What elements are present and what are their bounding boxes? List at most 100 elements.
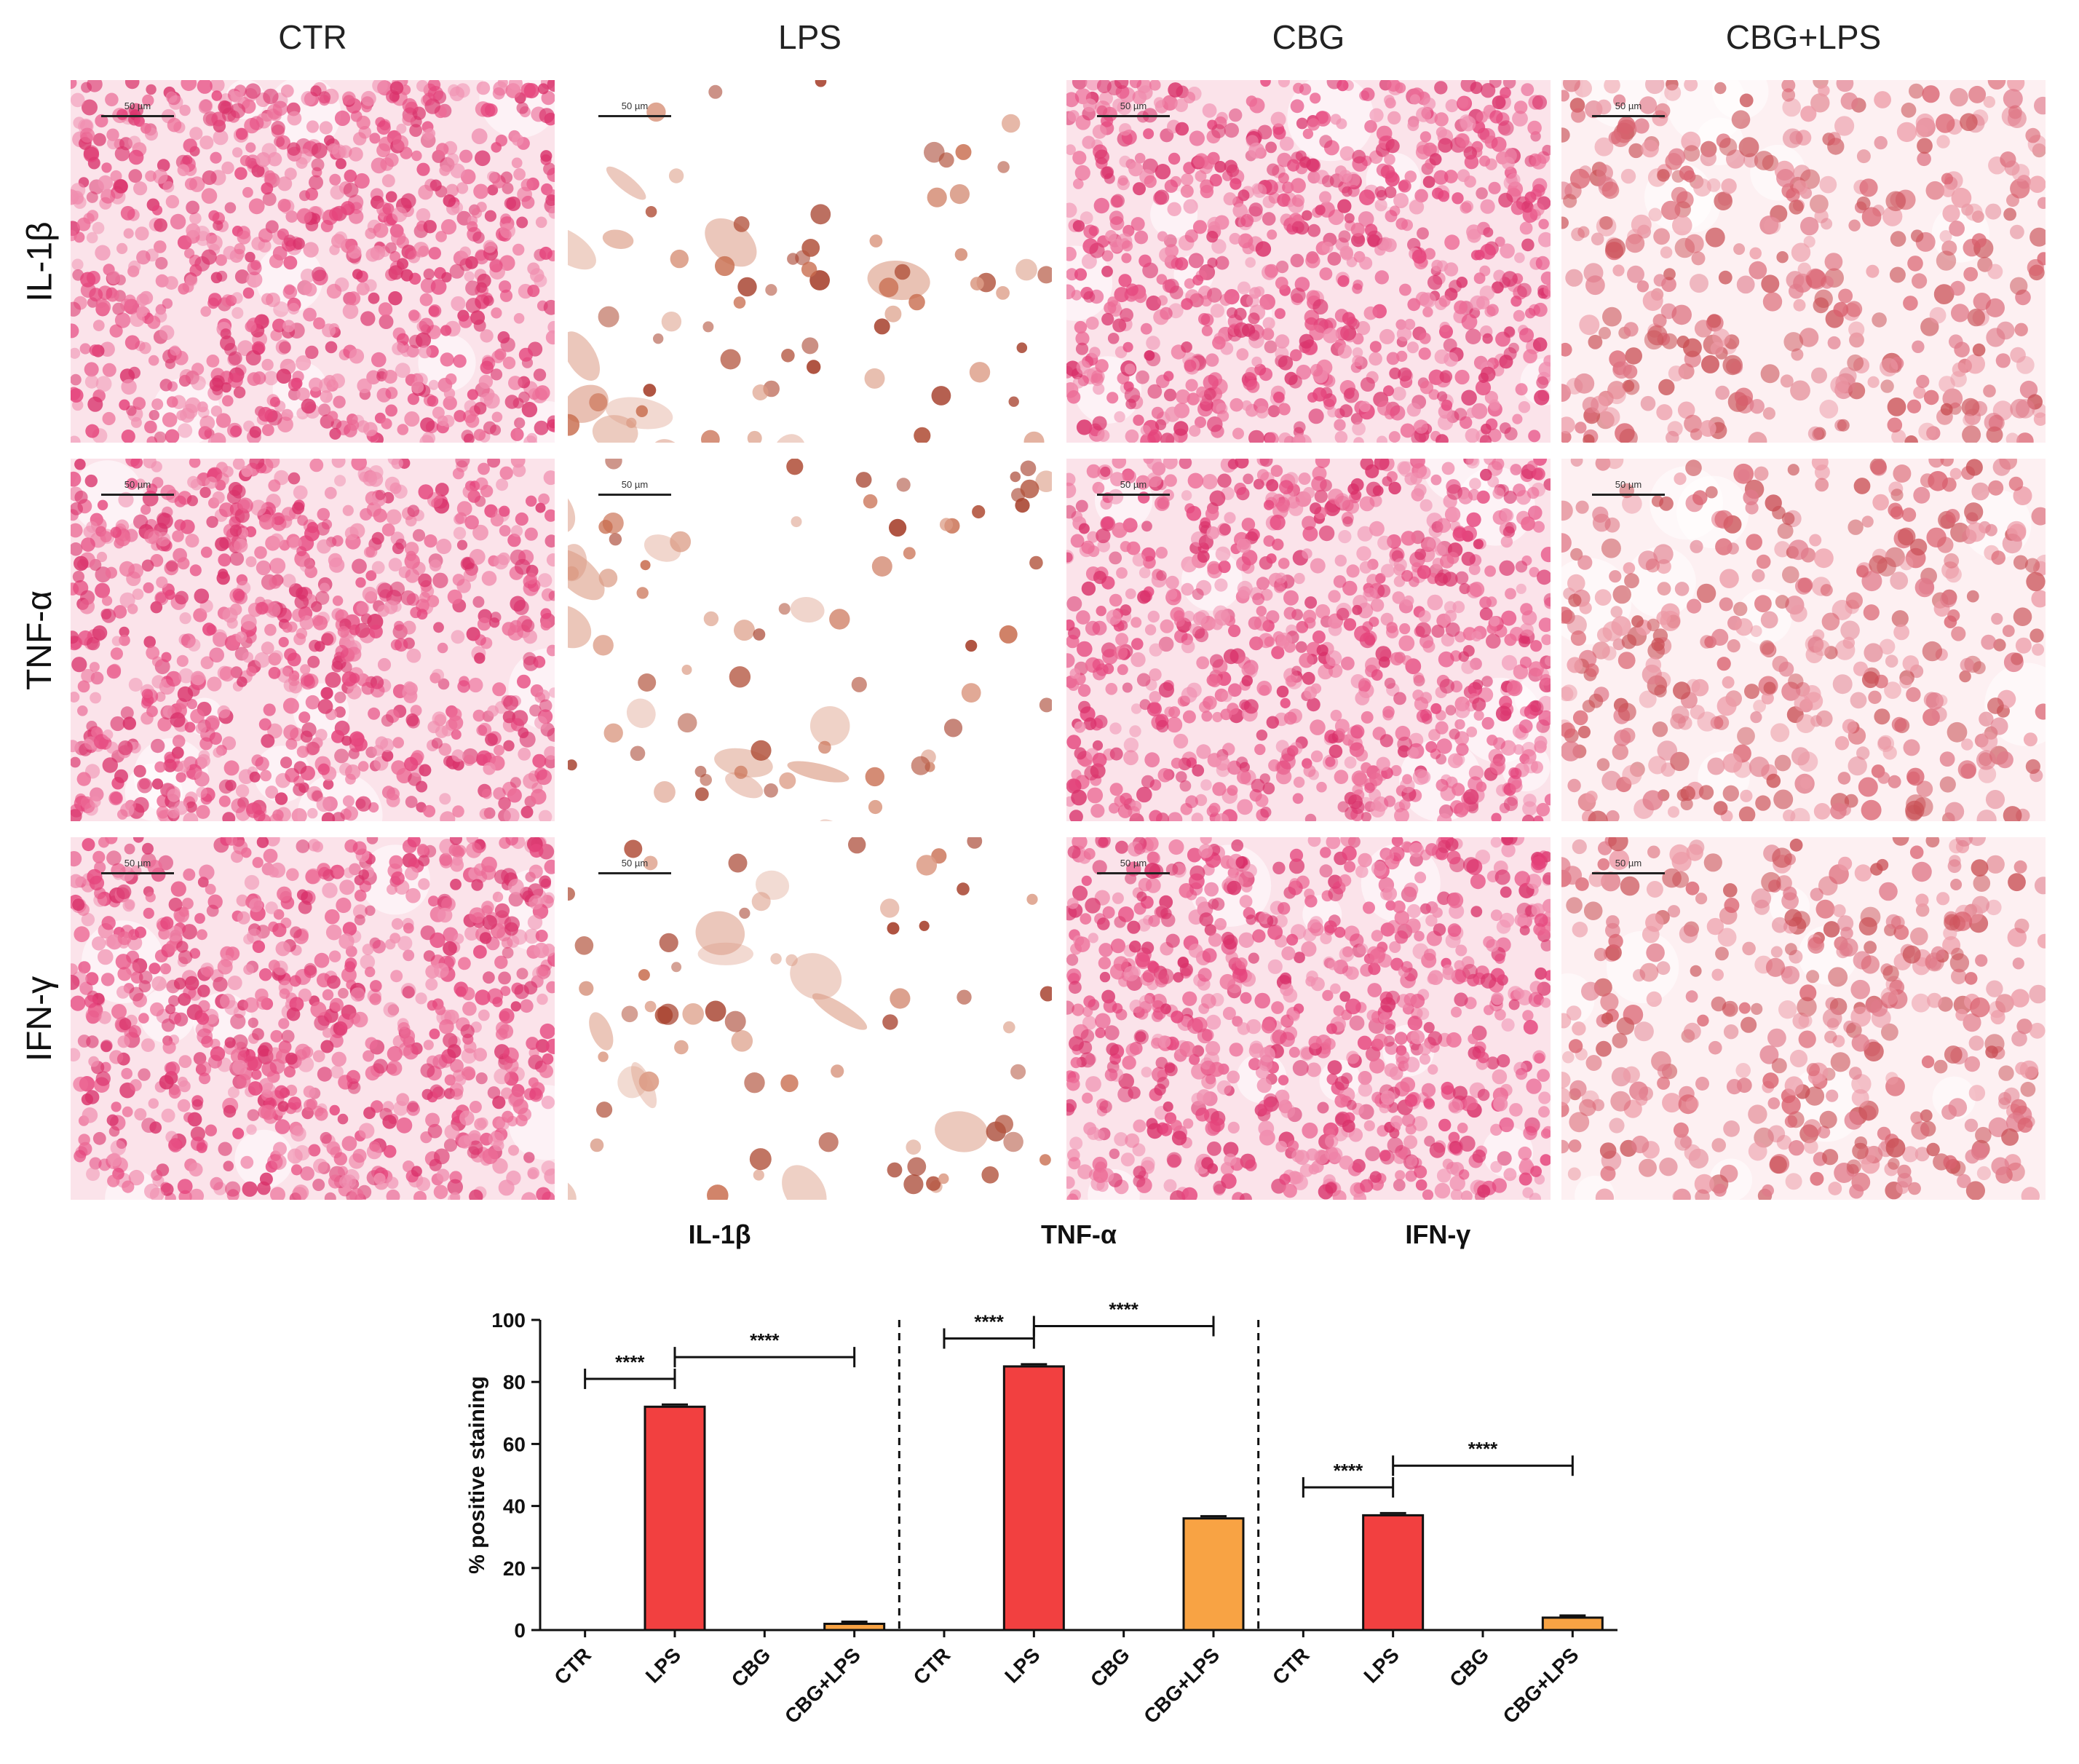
scale-bar: 50 µm bbox=[1097, 858, 1170, 877]
x-tick-label: CBG+LPS bbox=[1139, 1643, 1224, 1728]
x-tick-label: CBG+LPS bbox=[1499, 1643, 1583, 1728]
bar-lps bbox=[1362, 1514, 1425, 1631]
x-tick-label: LPS bbox=[641, 1643, 685, 1687]
scale-bar-line bbox=[101, 494, 174, 496]
bar-cbglps bbox=[1182, 1517, 1245, 1631]
scale-bar: 50 µm bbox=[1592, 479, 1665, 498]
significance-label: **** bbox=[1109, 1299, 1138, 1321]
micrograph-ifn-cbg: 50 µm bbox=[1066, 837, 1551, 1200]
scale-bar-line bbox=[598, 494, 671, 496]
scale-bar: 50 µm bbox=[1592, 858, 1665, 877]
scale-bar-line bbox=[598, 115, 671, 117]
scale-bar-line bbox=[1592, 494, 1665, 496]
micrograph-texture bbox=[71, 837, 555, 1200]
x-tick-label: CBG bbox=[727, 1643, 775, 1691]
scale-bar-label: 50 µm bbox=[124, 479, 151, 490]
scale-bar-label: 50 µm bbox=[621, 858, 649, 869]
scale-bar-line bbox=[101, 115, 174, 117]
y-tick-label: 20 bbox=[503, 1557, 526, 1580]
x-tick-label: CBG+LPS bbox=[780, 1643, 865, 1728]
micrograph-il1-cbglps: 50 µm bbox=[1561, 80, 2046, 443]
significance-label: **** bbox=[1468, 1438, 1498, 1460]
x-tick-label: CTR bbox=[909, 1643, 955, 1689]
significance-label: **** bbox=[615, 1351, 645, 1373]
y-tick-label: 60 bbox=[503, 1433, 526, 1455]
micrograph-texture bbox=[568, 837, 1052, 1200]
micrograph-texture bbox=[1066, 837, 1551, 1200]
micrograph-tnf-cbg: 50 µm bbox=[1066, 459, 1551, 821]
x-tick-label: CBG bbox=[1445, 1643, 1493, 1691]
micrograph-tnf-ctr: 50 µm bbox=[71, 459, 555, 821]
x-tick-label: CTR bbox=[1268, 1643, 1314, 1689]
group-title: IFN-γ bbox=[1405, 1219, 1470, 1249]
bar-lps bbox=[1002, 1365, 1065, 1631]
y-axis-label: % positive staining bbox=[465, 1376, 489, 1574]
scale-bar: 50 µm bbox=[598, 100, 671, 119]
row-label-tnfa: TNF-α bbox=[20, 590, 60, 690]
scale-bar: 50 µm bbox=[598, 479, 671, 498]
scale-bar-label: 50 µm bbox=[124, 858, 151, 869]
micrograph-tnf-lps: 50 µm bbox=[568, 459, 1052, 821]
scale-bar: 50 µm bbox=[101, 100, 174, 119]
micrograph-ifn-cbglps: 50 µm bbox=[1561, 837, 2046, 1200]
scale-bar-line bbox=[1592, 872, 1665, 874]
bar-cbglps bbox=[823, 1622, 886, 1631]
scale-bar: 50 µm bbox=[1097, 479, 1170, 498]
scale-bar: 50 µm bbox=[101, 858, 174, 877]
micrograph-ifn-ctr: 50 µm bbox=[71, 837, 555, 1200]
micrograph-texture bbox=[71, 80, 555, 443]
micrograph-texture bbox=[1066, 80, 1551, 443]
micrograph-ifn-lps: 50 µm bbox=[568, 837, 1052, 1200]
scale-bar-label: 50 µm bbox=[1120, 100, 1147, 111]
bar-cbglps bbox=[1541, 1616, 1604, 1631]
y-tick-label: 40 bbox=[503, 1495, 526, 1518]
scale-bar: 50 µm bbox=[1097, 100, 1170, 119]
y-tick-label: 0 bbox=[514, 1619, 526, 1642]
significance-label: **** bbox=[974, 1311, 1004, 1333]
scale-bar-label: 50 µm bbox=[1615, 100, 1642, 111]
micrograph-tnf-cbglps: 50 µm bbox=[1561, 459, 2046, 821]
group-title: TNF-α bbox=[1041, 1219, 1117, 1249]
scale-bar: 50 µm bbox=[598, 858, 671, 877]
scale-bar-line bbox=[1097, 494, 1170, 496]
scale-bar-line bbox=[101, 872, 174, 874]
x-tick-label: CTR bbox=[550, 1643, 595, 1689]
column-label-ctr: CTR bbox=[278, 18, 347, 56]
scale-bar-label: 50 µm bbox=[621, 100, 649, 111]
micrograph-texture bbox=[1561, 837, 2046, 1200]
micrograph-il1-lps: 50 µm bbox=[568, 80, 1052, 443]
scale-bar-label: 50 µm bbox=[124, 100, 151, 111]
x-tick-label: LPS bbox=[1000, 1643, 1044, 1687]
bar-lps bbox=[644, 1405, 706, 1631]
significance-label: **** bbox=[1334, 1460, 1363, 1482]
micrograph-texture bbox=[1561, 459, 2046, 821]
scale-bar-line bbox=[598, 872, 671, 874]
scale-bar-label: 50 µm bbox=[1615, 858, 1642, 869]
scale-bar-line bbox=[1592, 115, 1665, 117]
micrograph-il1-ctr: 50 µm bbox=[71, 80, 555, 443]
column-label-cbg-lps: CBG+LPS bbox=[1725, 18, 1882, 56]
micrograph-texture bbox=[1561, 80, 2046, 443]
micrograph-texture bbox=[568, 459, 1052, 821]
micrograph-texture bbox=[1066, 459, 1551, 821]
column-label-cbg: CBG bbox=[1272, 18, 1345, 56]
y-tick-label: 80 bbox=[503, 1371, 526, 1393]
scale-bar-line bbox=[1097, 115, 1170, 117]
scale-bar-line bbox=[1097, 872, 1170, 874]
x-tick-label: LPS bbox=[1359, 1643, 1403, 1687]
significance-label: **** bbox=[750, 1329, 780, 1351]
x-tick-label: CBG bbox=[1086, 1643, 1134, 1691]
group-title: IL-1β bbox=[689, 1219, 751, 1249]
micrograph-il1-cbg: 50 µm bbox=[1066, 80, 1551, 443]
scale-bar-label: 50 µm bbox=[1615, 479, 1642, 490]
column-label-lps: LPS bbox=[778, 18, 842, 56]
scale-bar-label: 50 µm bbox=[621, 479, 649, 490]
y-tick-label: 100 bbox=[491, 1309, 526, 1332]
scale-bar: 50 µm bbox=[1592, 100, 1665, 119]
row-label-ifng: IFN-γ bbox=[20, 976, 60, 1061]
scale-bar-label: 50 µm bbox=[1120, 479, 1147, 490]
row-label-il1b: IL-1β bbox=[20, 221, 60, 302]
scale-bar-label: 50 µm bbox=[1120, 858, 1147, 869]
micrograph-texture bbox=[71, 459, 555, 821]
scale-bar: 50 µm bbox=[101, 479, 174, 498]
